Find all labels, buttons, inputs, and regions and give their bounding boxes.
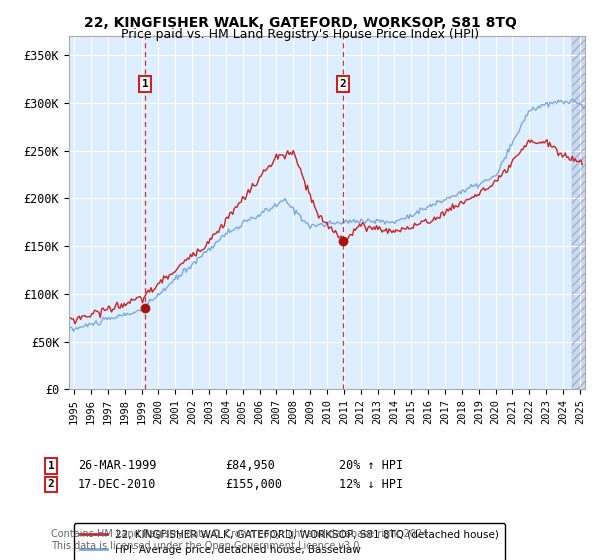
Text: Contains HM Land Registry data © Crown copyright and database right 2024.
This d: Contains HM Land Registry data © Crown c…	[51, 529, 431, 551]
Text: 12% ↓ HPI: 12% ↓ HPI	[339, 478, 403, 491]
Text: 2: 2	[47, 479, 55, 489]
Text: 2: 2	[340, 79, 347, 89]
Bar	[572, 36, 590, 389]
Text: £155,000: £155,000	[225, 478, 282, 491]
Legend: 22, KINGFISHER WALK, GATEFORD, WORKSOP, S81 8TQ (detached house), HPI: Average p: 22, KINGFISHER WALK, GATEFORD, WORKSOP, …	[74, 523, 505, 560]
Text: 26-MAR-1999: 26-MAR-1999	[78, 459, 157, 473]
Text: 20% ↑ HPI: 20% ↑ HPI	[339, 459, 403, 473]
Text: Price paid vs. HM Land Registry's House Price Index (HPI): Price paid vs. HM Land Registry's House …	[121, 28, 479, 41]
Text: 1: 1	[47, 461, 55, 471]
Text: 1: 1	[142, 79, 149, 89]
Bar	[572, 36, 590, 389]
Text: £84,950: £84,950	[225, 459, 275, 473]
Text: 17-DEC-2010: 17-DEC-2010	[78, 478, 157, 491]
Text: 22, KINGFISHER WALK, GATEFORD, WORKSOP, S81 8TQ: 22, KINGFISHER WALK, GATEFORD, WORKSOP, …	[83, 16, 517, 30]
